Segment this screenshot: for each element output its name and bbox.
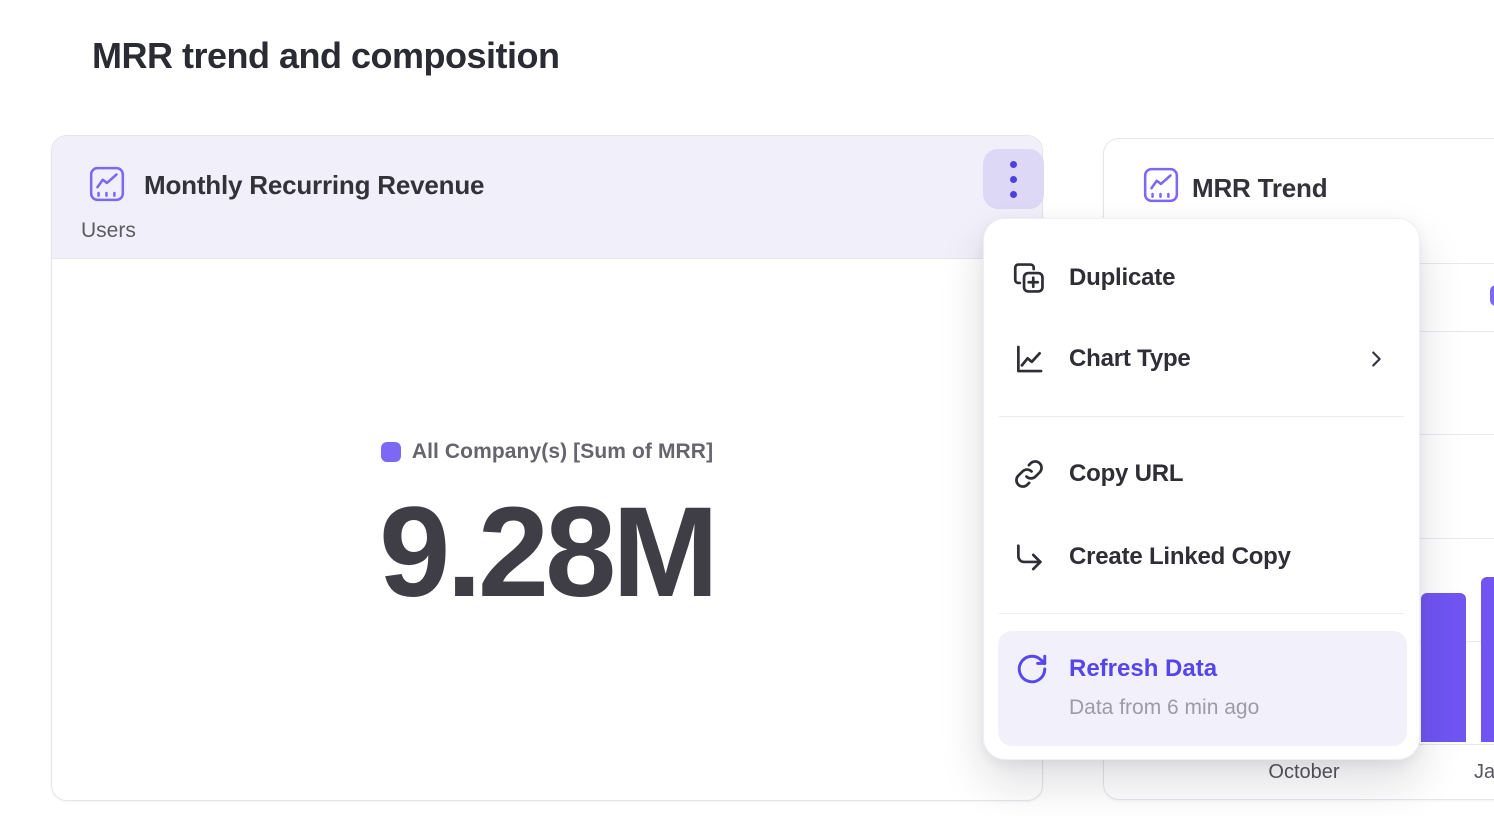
- menu-divider: [999, 416, 1404, 417]
- menu-item-label: Chart Type: [1069, 345, 1191, 372]
- page-title: MRR trend and composition: [92, 35, 560, 76]
- chart-type-icon: [1011, 341, 1047, 377]
- mrr-card: Monthly Recurring Revenue Users All Comp…: [51, 135, 1044, 801]
- card-menu-kebab-button[interactable]: [983, 149, 1044, 209]
- legend-label: All Company(s) [Sum of MRR]: [411, 440, 714, 463]
- menu-item-label: Create Linked Copy: [1069, 543, 1291, 570]
- menu-item-sublabel: Data from 6 min ago: [1069, 696, 1260, 719]
- duplicate-icon: [1011, 260, 1047, 296]
- menu-item-refresh-data[interactable]: Refresh Data Data from 6 min ago: [998, 631, 1407, 746]
- kebab-dot: [1010, 190, 1017, 198]
- x-axis-label: Ja: [1474, 761, 1494, 783]
- menu-item-label: Refresh Data: [1069, 655, 1218, 682]
- chevron-right-icon: [1365, 348, 1387, 370]
- menu-item-label: Duplicate: [1069, 264, 1176, 291]
- mrr-trend-card-title: MRR Trend: [1192, 173, 1328, 203]
- legend-swatch: [1490, 285, 1494, 306]
- menu-item-label: Copy URL: [1069, 460, 1184, 487]
- chart-widget-icon: [88, 165, 126, 203]
- trend-bar[interactable]: [1481, 577, 1494, 742]
- refresh-icon: [1015, 652, 1049, 686]
- menu-item-create-linked-copy[interactable]: Create Linked Copy: [984, 517, 1419, 597]
- menu-item-chart-type[interactable]: Chart Type: [984, 319, 1419, 399]
- menu-item-duplicate[interactable]: Duplicate: [984, 238, 1419, 318]
- kpi-value: 9.28M: [379, 481, 719, 624]
- menu-item-copy-url[interactable]: Copy URL: [984, 434, 1419, 514]
- card-context-menu: Duplicate Chart Type: [983, 218, 1420, 760]
- chart-widget-icon: [1142, 166, 1180, 204]
- kebab-dot: [1010, 175, 1017, 183]
- kpi-legend: All Company(s) [Sum of MRR]: [52, 440, 1042, 464]
- trend-bar[interactable]: [1421, 593, 1466, 742]
- corner-down-right-icon: [1011, 539, 1047, 575]
- legend-swatch: [380, 442, 401, 462]
- mrr-card-title: Monthly Recurring Revenue: [144, 170, 485, 200]
- menu-divider: [999, 613, 1404, 614]
- kebab-dot: [1010, 160, 1017, 168]
- mrr-card-header: Monthly Recurring Revenue Users: [52, 136, 1044, 259]
- link-icon: [1011, 456, 1047, 492]
- mrr-card-subtitle: Users: [81, 219, 136, 242]
- x-axis-label: October: [1268, 761, 1340, 783]
